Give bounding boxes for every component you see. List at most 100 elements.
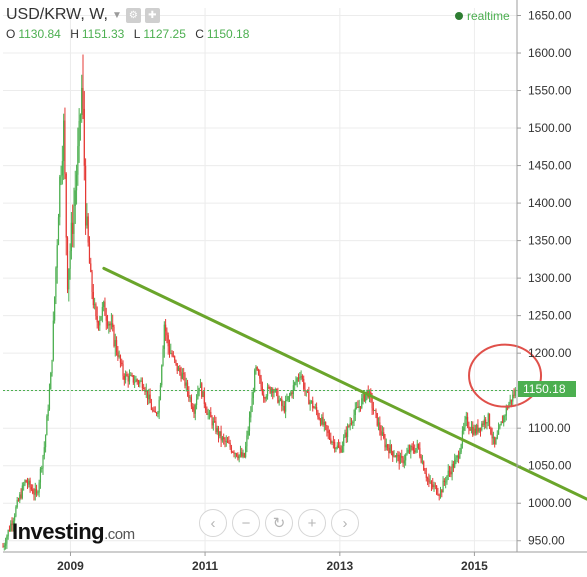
candle-body (205, 404, 207, 410)
candle-body (328, 433, 331, 439)
candle-body (245, 446, 247, 458)
candle-body (51, 359, 53, 374)
candle-body (132, 375, 134, 383)
candle-body (233, 452, 235, 454)
low-value: 1127.25 (143, 27, 186, 41)
candle-body (180, 372, 182, 379)
candle-body (39, 468, 42, 483)
zoom-in-button[interactable]: + (298, 509, 326, 537)
candle-body (148, 394, 150, 400)
x-tick-label: 2015 (461, 559, 488, 573)
zoom-out-button[interactable]: − (232, 509, 260, 537)
candle-body (269, 387, 271, 393)
candle-body (140, 380, 142, 382)
candle-body (254, 370, 256, 393)
candle-body (230, 447, 233, 452)
candle-body (366, 389, 368, 395)
candle-body (492, 436, 495, 439)
candle-body (434, 485, 436, 487)
candle-body (503, 415, 505, 424)
candle-body (315, 407, 318, 412)
candle-body (305, 390, 307, 392)
candle-body (33, 493, 35, 495)
candle-body (101, 306, 103, 317)
symbol-title[interactable]: USD/KRW, W, (6, 6, 108, 23)
y-tick-label: 1400.00 (528, 196, 572, 210)
candle-body (337, 445, 340, 448)
candle-body (319, 419, 322, 425)
candle-body (290, 392, 292, 396)
ohlc-readout: O 1130.84 H 1151.33 L 1127.25 C 1150.18 (6, 27, 255, 41)
candle-body (55, 267, 57, 297)
settings-icon[interactable]: ⚙ (125, 7, 141, 23)
candle-body (419, 447, 421, 457)
high-label: H (70, 27, 79, 41)
scroll-left-button[interactable]: ‹ (199, 509, 227, 537)
candle-body (447, 470, 449, 476)
candle-body (226, 440, 229, 443)
candle-body (469, 428, 471, 431)
candle-body (482, 423, 484, 425)
candle-body (234, 453, 236, 455)
candle-body (389, 445, 391, 454)
candle-body (452, 463, 454, 468)
candle-body (430, 481, 433, 485)
candle-body (106, 320, 109, 326)
candle-body (255, 366, 257, 371)
candle-body (423, 461, 425, 471)
candle-body (464, 419, 466, 428)
reset-button[interactable]: ↻ (265, 509, 293, 537)
candle-body (237, 456, 239, 459)
candle-body (12, 520, 14, 526)
candle-body (242, 453, 244, 457)
candle-body (297, 378, 300, 379)
candle-body (166, 331, 168, 336)
y-tick-label: 950.00 (528, 534, 565, 548)
y-axis: 950.001000.001050.001100.001150.001200.0… (516, 0, 572, 552)
candle-body (158, 399, 160, 413)
candle-body (344, 432, 346, 438)
compare-icon[interactable]: ✚ (144, 7, 160, 23)
candle-body (348, 425, 350, 427)
chevron-down-icon[interactable]: ▼ (111, 9, 122, 21)
candle-body (477, 425, 479, 432)
candle-body (485, 419, 487, 424)
candle-body (6, 536, 8, 544)
candle-body (381, 432, 384, 436)
candle-body (19, 494, 21, 501)
candle-body (437, 493, 439, 495)
candle-body (281, 399, 283, 406)
candle-body (171, 353, 173, 356)
candle-body (247, 430, 249, 436)
scroll-right-button[interactable]: › (331, 509, 359, 537)
candle-body (415, 448, 417, 453)
candle-body (397, 454, 399, 456)
candle-body (108, 323, 110, 326)
candle-body (460, 444, 462, 453)
candle-body (167, 335, 169, 347)
candle-body (82, 87, 84, 109)
candle-body (292, 385, 294, 395)
candle-body (193, 410, 195, 414)
candle-body (394, 456, 396, 458)
candle-body (252, 392, 254, 399)
candle-body (131, 375, 133, 376)
candle-body (216, 428, 218, 433)
candle-body (486, 422, 488, 424)
candle-body (83, 108, 85, 166)
candle-body (357, 407, 359, 408)
candle-body (220, 431, 222, 441)
candle-body (257, 369, 260, 375)
candle-body (420, 456, 422, 463)
logo-text: Investing (12, 519, 105, 544)
candle-body (206, 409, 208, 415)
candle-body (103, 301, 105, 307)
candle-body (59, 176, 61, 218)
candle-body (152, 409, 154, 411)
candle-body (137, 381, 140, 384)
candle-body (104, 301, 106, 316)
y-tick-label: 1000.00 (528, 496, 572, 510)
candle-body (77, 146, 79, 175)
candle-body (20, 494, 22, 498)
